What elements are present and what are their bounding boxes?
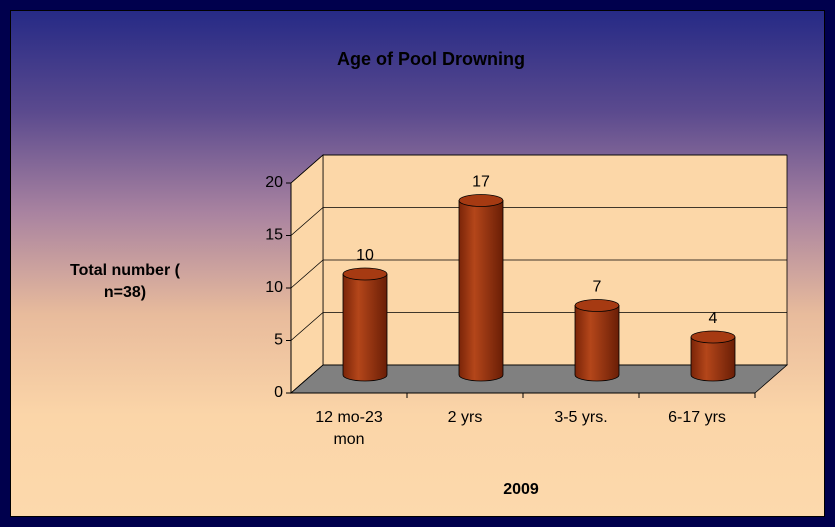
- x-tick-label: 6-17 yrs: [668, 409, 726, 426]
- y-axis-title: Total number ( n=38): [70, 262, 180, 301]
- value-label: 10: [356, 247, 374, 264]
- bar-top: [690, 330, 736, 344]
- x-tick-label: 3-5 yrs.: [554, 409, 608, 426]
- grid-line: [290, 154, 324, 184]
- grid-line: [290, 364, 324, 394]
- value-label: 17: [472, 174, 490, 191]
- x-tick-label: 12 mo-23 mon: [315, 409, 383, 448]
- bar: [458, 200, 504, 382]
- bar: [342, 273, 388, 382]
- x-axis-title: 2009: [503, 481, 539, 498]
- bar-top: [574, 299, 620, 312]
- bar: [574, 305, 620, 382]
- x-tick-label: 2 yrs: [447, 409, 483, 426]
- y-tick-label: 15: [265, 227, 283, 244]
- bar-top: [458, 194, 504, 207]
- y-tick-label: 10: [265, 279, 283, 296]
- value-label: 7: [593, 279, 602, 296]
- y-tick-label: 0: [274, 384, 283, 401]
- bar-top: [342, 267, 388, 281]
- y-tick-label: 20: [265, 174, 283, 191]
- value-label: 4: [709, 310, 718, 327]
- chart-title: Age of Pool Drowning: [337, 49, 525, 69]
- grid-line: [290, 207, 324, 236]
- grid-line: [290, 259, 324, 289]
- y-tick-label: 5: [274, 332, 283, 349]
- grid-line: [290, 312, 324, 341]
- bar: [690, 336, 736, 382]
